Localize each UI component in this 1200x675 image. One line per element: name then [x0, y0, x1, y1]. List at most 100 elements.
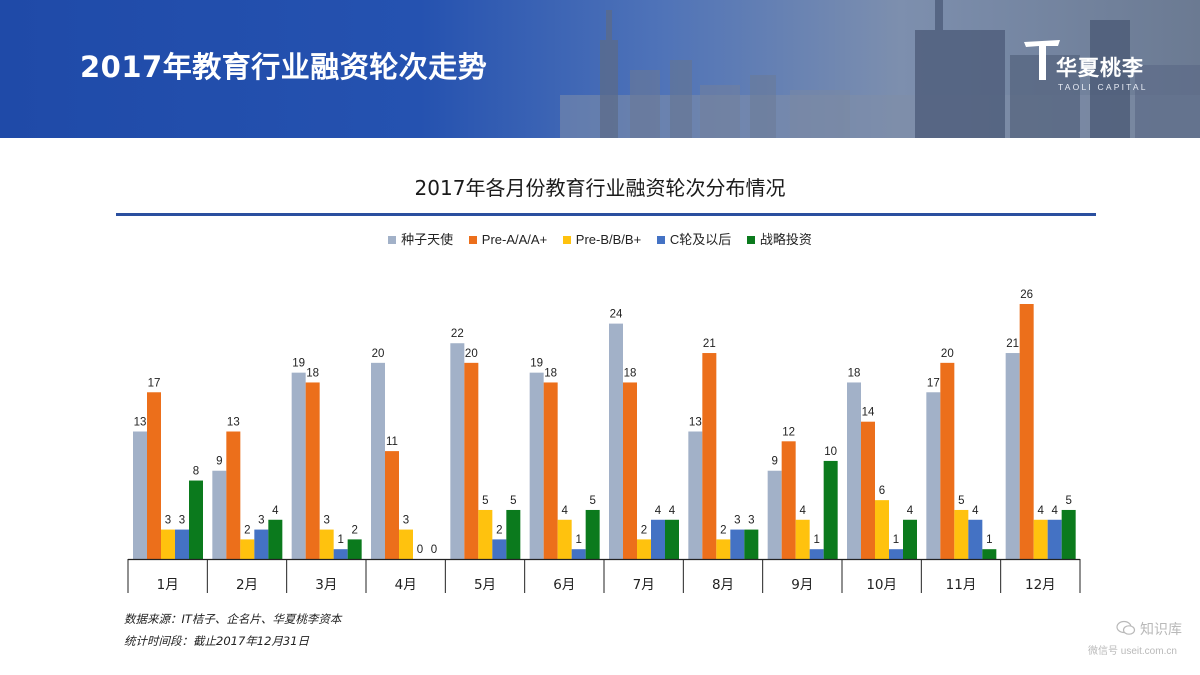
page-title: 2017年教育行业融资轮次走势 — [80, 50, 488, 84]
bar — [1019, 304, 1034, 559]
data-label: 8 — [193, 466, 199, 478]
data-label: 4 — [561, 505, 568, 517]
data-label: 3 — [165, 515, 171, 527]
legend-item-strategic: 战略投资 — [746, 229, 812, 248]
wechat-bubble-icon — [1116, 620, 1136, 635]
bar — [982, 549, 997, 559]
logo-name: 华夏桃李 — [1056, 56, 1144, 80]
bar — [847, 382, 861, 559]
bar — [175, 529, 189, 559]
data-label: 5 — [1065, 495, 1071, 507]
bar — [1033, 519, 1048, 559]
watermark-subtext: 微信号 useit.com.cn — [1088, 646, 1177, 657]
data-label: 26 — [1020, 289, 1033, 301]
bar — [623, 382, 637, 559]
data-label: 5 — [958, 495, 964, 507]
bar — [1047, 519, 1062, 559]
data-label: 9 — [216, 456, 222, 468]
bar — [730, 529, 745, 559]
x-tick-label: 6月 — [553, 577, 575, 593]
bar — [665, 519, 679, 559]
data-label: 1 — [813, 534, 819, 546]
data-label: 3 — [403, 515, 409, 527]
chart-notes: 数据来源：IT桔子、企名片、华夏桃李资本 统计时间段：截止2017年12月31日 — [124, 608, 341, 652]
bar — [291, 372, 306, 559]
x-tick-label: 2月 — [236, 577, 258, 593]
bar — [226, 431, 241, 559]
bar — [968, 519, 983, 559]
data-label: 11 — [386, 436, 398, 448]
data-label: 3 — [258, 515, 264, 527]
bar — [940, 362, 955, 559]
data-label: 13 — [227, 417, 240, 429]
data-label: 19 — [292, 358, 305, 370]
bar — [903, 519, 917, 559]
bar — [889, 549, 903, 559]
bar — [529, 372, 544, 559]
data-label: 18 — [306, 367, 319, 379]
legend-swatch — [656, 236, 665, 244]
bar — [702, 353, 717, 559]
legend-label: C轮及以后 — [669, 232, 732, 247]
bar — [319, 529, 334, 559]
bar — [506, 509, 521, 559]
data-label: 13 — [134, 417, 147, 429]
bar — [767, 470, 782, 559]
data-label: 10 — [824, 446, 837, 458]
bar — [688, 431, 703, 559]
bar — [347, 539, 362, 559]
bar — [651, 519, 665, 559]
bar — [716, 539, 731, 559]
data-label: 12 — [782, 426, 795, 438]
data-label: 4 — [655, 505, 662, 517]
data-label: 2 — [244, 524, 250, 536]
data-label: 4 — [799, 505, 806, 517]
bar — [571, 549, 586, 559]
bar — [781, 441, 796, 559]
bar — [875, 500, 889, 559]
bar — [478, 509, 493, 559]
data-label: 4 — [907, 505, 914, 517]
data-label: 4 — [669, 505, 676, 517]
data-label: 20 — [941, 348, 954, 360]
legend-swatch — [746, 236, 755, 244]
data-label: 22 — [451, 328, 464, 340]
bar — [450, 343, 465, 559]
bar — [543, 382, 558, 559]
legend-swatch — [562, 236, 571, 244]
bar — [212, 470, 227, 559]
bar — [371, 362, 385, 559]
data-source-note: 数据来源：IT桔子、企名片、华夏桃李资本 — [124, 612, 342, 626]
bar — [1005, 353, 1020, 559]
x-tick-label: 8月 — [712, 577, 734, 593]
logo-mark-icon — [1024, 40, 1060, 80]
bar — [637, 539, 651, 559]
x-tick-label: 4月 — [395, 577, 417, 593]
data-label: 2 — [720, 524, 726, 536]
header-banner: 2017年教育行业融资轮次走势 华夏桃李 TAOLI CAPITAL — [0, 0, 1200, 138]
title-rule — [116, 213, 1096, 216]
data-label: 13 — [689, 417, 702, 429]
logo-subtitle: TAOLI CAPITAL — [1058, 82, 1148, 92]
legend-label: Pre-B/B/B+ — [575, 232, 642, 247]
x-tick-label: 11月 — [946, 577, 977, 593]
bar — [795, 519, 810, 559]
bar — [161, 529, 175, 559]
bar — [1061, 509, 1076, 559]
data-label: 1 — [986, 534, 992, 546]
data-label: 21 — [703, 338, 716, 350]
data-label: 2 — [496, 524, 502, 536]
x-tick-label: 9月 — [791, 577, 813, 593]
x-tick-label: 3月 — [315, 577, 337, 593]
data-label: 1 — [337, 534, 343, 546]
data-label: 17 — [927, 377, 940, 389]
chart-legend: 种子天使 Pre-A/A/A+ Pre-B/B/B+ C轮及以后 战略投资 — [0, 229, 1200, 248]
data-label: 9 — [771, 456, 777, 468]
data-label: 19 — [530, 358, 543, 370]
x-tick-label: 10月 — [866, 577, 897, 593]
bar — [385, 451, 399, 559]
data-label: 3 — [748, 515, 754, 527]
legend-item-seed: 种子天使 — [388, 229, 453, 248]
data-label: 2 — [351, 524, 357, 536]
